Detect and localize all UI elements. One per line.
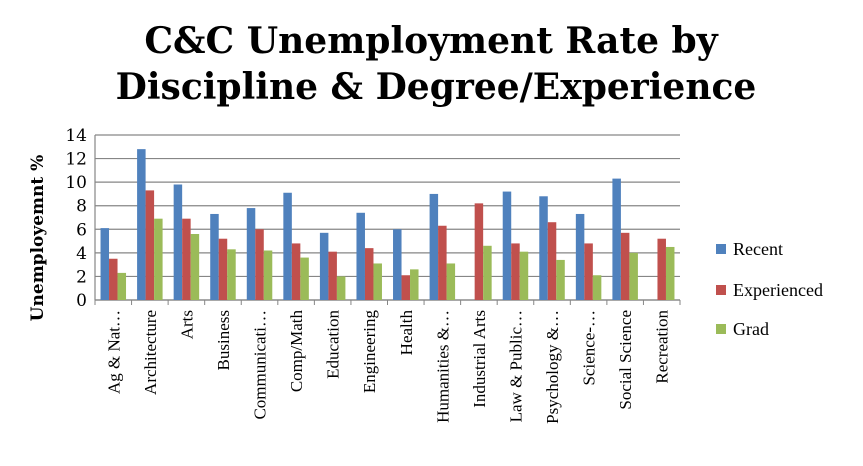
x-tick-label: Engineering bbox=[360, 310, 379, 394]
bars bbox=[100, 149, 675, 300]
x-tick-label: Business bbox=[214, 310, 233, 370]
bar-recent bbox=[283, 192, 292, 300]
x-tick-label: Social Science bbox=[616, 310, 635, 410]
y-tick-label: 2 bbox=[76, 267, 87, 287]
bar-grad bbox=[629, 252, 638, 300]
bar-recent bbox=[246, 208, 256, 300]
y-tick-label: 10 bbox=[65, 173, 87, 193]
bar-experienced bbox=[620, 232, 630, 300]
bar-grad bbox=[446, 263, 456, 300]
bar-recent bbox=[173, 184, 183, 300]
legend-label-recent: Recent bbox=[733, 239, 783, 259]
x-tick-label: Industrial Arts bbox=[470, 310, 489, 408]
bar-recent bbox=[429, 193, 439, 300]
bar-experienced bbox=[474, 203, 484, 300]
x-tick-label: Recreation bbox=[653, 310, 672, 384]
bar-grad bbox=[336, 276, 346, 300]
chart-title-line-2: Discipline & Degree/Experience bbox=[116, 66, 757, 108]
bar-recent bbox=[100, 228, 110, 300]
bar-recent bbox=[575, 213, 585, 300]
x-tick-label: Comp/Math bbox=[287, 310, 306, 393]
bar-experienced bbox=[438, 225, 447, 300]
bar-grad bbox=[410, 269, 419, 300]
bar-grad bbox=[556, 259, 565, 300]
bar-grad bbox=[117, 272, 127, 300]
bar-grad bbox=[300, 257, 309, 300]
x-tick-label: Science-… bbox=[580, 310, 599, 386]
chart-title-line-1: C&C Unemployment Rate by bbox=[144, 20, 718, 62]
bar-grad bbox=[665, 246, 675, 300]
bar-recent bbox=[612, 178, 621, 300]
x-tick-label: Architecture bbox=[141, 310, 160, 395]
legend-swatch-experienced bbox=[716, 285, 726, 295]
y-tick-label: 6 bbox=[76, 220, 87, 240]
y-tick-label: 14 bbox=[65, 126, 87, 146]
bar-experienced bbox=[145, 190, 155, 300]
bar-experienced bbox=[657, 238, 666, 300]
x-tick-label: Psychology &… bbox=[543, 310, 562, 424]
y-tick-label: 12 bbox=[65, 150, 87, 170]
bar-experienced bbox=[255, 229, 264, 300]
bar-recent bbox=[356, 212, 365, 300]
bar-grad bbox=[154, 218, 163, 300]
bar-experienced bbox=[109, 258, 118, 300]
legend-swatch-recent bbox=[716, 244, 726, 254]
bar-recent bbox=[319, 232, 329, 300]
bar-grad bbox=[519, 251, 529, 300]
x-tick-label: Ag & Nat… bbox=[104, 310, 123, 394]
legend-label-experienced: Experienced bbox=[733, 280, 823, 300]
bar-grad bbox=[592, 275, 602, 300]
bar-recent bbox=[502, 191, 512, 300]
bar-experienced bbox=[182, 218, 191, 300]
legend-label-grad: Grad bbox=[733, 319, 769, 339]
bar-experienced bbox=[511, 243, 520, 300]
x-tick-label: Communicati… bbox=[251, 310, 270, 420]
bar-grad bbox=[190, 234, 200, 300]
bar-experienced bbox=[218, 238, 228, 300]
x-tick-label: Arts bbox=[177, 310, 196, 339]
bar-recent bbox=[210, 213, 219, 300]
y-axis-label: Unemployemnt % bbox=[28, 155, 48, 322]
y-tick-labels: 0 2 4 6 8 10 12 14 bbox=[65, 126, 87, 311]
bar-experienced bbox=[364, 248, 374, 300]
bar-experienced bbox=[401, 275, 411, 300]
bar-experienced bbox=[547, 222, 557, 300]
bar-grad bbox=[483, 245, 492, 300]
legend-swatch-grad bbox=[716, 324, 726, 334]
bar-recent bbox=[393, 229, 402, 300]
x-tick-label: Humanities &… bbox=[433, 310, 452, 423]
bar-grad bbox=[263, 250, 273, 300]
legend: Recent Experienced Grad bbox=[716, 239, 823, 339]
y-tick-label: 0 bbox=[76, 291, 87, 311]
x-tick-labels: Ag & Nat… Architecture Arts Business Communi… bbox=[104, 310, 671, 424]
bar-recent bbox=[539, 196, 548, 300]
bar-experienced bbox=[584, 243, 593, 300]
bar-grad bbox=[373, 263, 382, 300]
y-tick-label: 8 bbox=[76, 197, 87, 217]
bar-recent bbox=[137, 149, 146, 300]
x-tick-label: Education bbox=[324, 310, 343, 379]
bar-experienced bbox=[291, 243, 301, 300]
x-tick-label: Law & Public… bbox=[506, 310, 525, 422]
bar-grad bbox=[227, 249, 236, 300]
x-tick-label: Health bbox=[397, 310, 416, 356]
y-tick-label: 4 bbox=[76, 244, 87, 264]
bar-experienced bbox=[328, 251, 337, 300]
